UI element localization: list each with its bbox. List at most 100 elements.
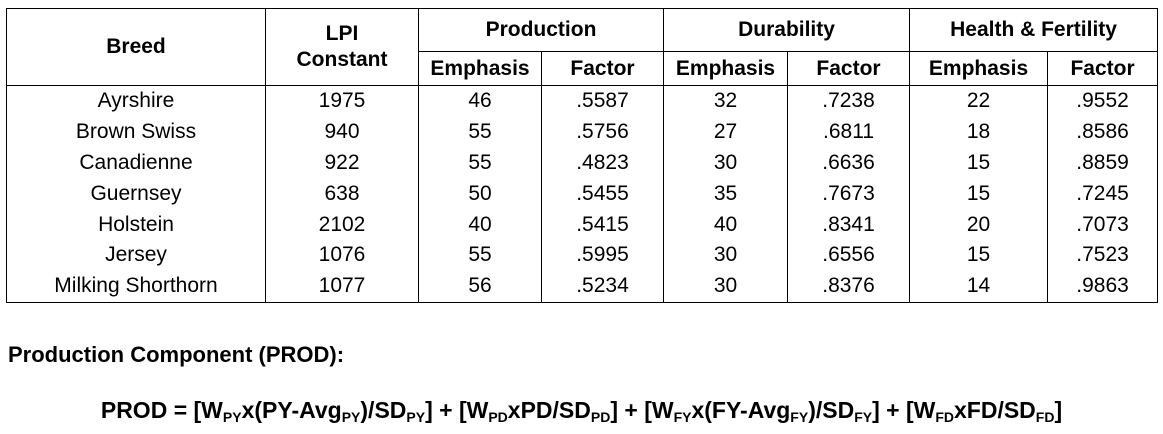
subheader: Factor (540, 51, 665, 86)
table-cell: .7673 (787, 178, 911, 210)
table-cell: .5415 (540, 209, 665, 240)
table-cell: 55 (418, 147, 542, 179)
table-cell: .6636 (787, 147, 911, 179)
table-row: Jersey 1076 55.5995 30.6556 15.7523 (6, 239, 1159, 271)
table-cell: .5455 (540, 178, 665, 210)
table-cell: .6556 (787, 239, 911, 271)
table-cell: 55 (418, 239, 542, 271)
formula-text: ] + [W (872, 397, 936, 423)
table-cell: .5587 (540, 85, 665, 117)
formula-subscript: PD (488, 409, 508, 425)
table-cell: 30 (663, 239, 789, 271)
group-header: Production (417, 8, 665, 52)
table-cell: 14 (909, 270, 1049, 303)
table-cell: Holstein (6, 209, 266, 240)
formula-text: xFD/SD (954, 397, 1036, 423)
formula-subscript: FY (790, 409, 809, 425)
group-header: Health & Fertility (909, 8, 1159, 52)
table-row: Holstein 2102 40.5415 40.8341 20.7073 (6, 209, 1159, 240)
section-heading: Production Component (PROD): (8, 342, 345, 367)
formula-text: x(FY-Avg (691, 397, 791, 423)
table-cell: 15 (909, 239, 1049, 271)
formula-text: )/SD (808, 397, 855, 423)
header-row: Breed LPI Constant Production Durability Hea… (6, 8, 1159, 86)
table-cell: .7245 (1047, 178, 1159, 210)
table-cell: Brown Swiss (6, 116, 266, 148)
table-cell: .7238 (787, 85, 911, 117)
table-row: Guernsey 638 50.5455 35.7673 15.7245 (6, 178, 1159, 210)
formula-text: ] + [W (610, 397, 674, 423)
table-cell: .9552 (1047, 85, 1159, 117)
formula-subscript: FY (673, 409, 692, 425)
table-cell: .5234 (540, 270, 665, 303)
table-cell: 638 (265, 178, 419, 210)
table-cell: Guernsey (6, 178, 266, 210)
table-cell: .9863 (1047, 270, 1159, 303)
formula-text: )/SD (360, 397, 407, 423)
table-cell: 30 (663, 147, 789, 179)
formula-text: PROD = [W (100, 397, 223, 423)
table-cell: 15 (909, 178, 1049, 210)
table-cell: 30 (663, 270, 789, 303)
table-row: Ayrshire 1975 46.5587 32.7238 22.9552 (6, 85, 1159, 117)
table-cell: .8859 (1047, 147, 1159, 179)
table-cell: 32 (663, 85, 789, 117)
table-cell: .6811 (787, 116, 911, 148)
formula-subscript: PY (222, 409, 242, 425)
table-header: Breed LPI Constant Production Durability Hea… (6, 8, 1159, 86)
table-cell: 22 (909, 85, 1049, 117)
table-row: Brown Swiss 940 55.5756 27.6811 18.8586 (6, 116, 1159, 148)
table-cell: 27 (663, 116, 789, 148)
table-cell: 35 (663, 178, 789, 210)
subheader: Factor (1047, 51, 1159, 86)
lpi-table: Breed LPI Constant Production Durability Hea… (6, 8, 1159, 303)
formula-text: ] + [W (425, 397, 489, 423)
table-row: Milking Shorthorn 1077 56.5234 30.8376 14.98… (6, 270, 1159, 303)
header-cell: LPI Constant (265, 8, 419, 86)
table-cell: .5756 (540, 116, 665, 148)
table-cell: 40 (418, 209, 542, 240)
formula-text: ] (1054, 397, 1063, 423)
table-cell: 1076 (265, 239, 419, 271)
table-cell: .5995 (540, 239, 665, 271)
subheader: Emphasis (663, 51, 789, 86)
table-cell: .8341 (787, 209, 911, 240)
formula-subscript: FD (935, 409, 954, 425)
table-cell: 46 (418, 85, 542, 117)
subheader: Emphasis (909, 51, 1049, 86)
formula-subscript: PY (341, 409, 361, 425)
group-header: Durability (663, 8, 911, 52)
formula-text: x(PY-Avg (241, 397, 342, 423)
formula-subscript: PD (590, 409, 611, 425)
table-cell: Canadienne (6, 147, 266, 179)
table-cell: 1975 (265, 85, 419, 117)
table-cell: 55 (418, 116, 542, 148)
table-cell: 50 (418, 178, 542, 210)
table-cell: Ayrshire (6, 85, 266, 117)
table-cell: .8376 (787, 270, 911, 303)
header-text: Breed (106, 35, 166, 58)
subheader: Factor (787, 51, 911, 86)
table-cell: .7523 (1047, 239, 1159, 271)
formula-subscript: PY (406, 409, 426, 425)
table-cell: 940 (265, 116, 419, 148)
table-body: Ayrshire 1975 46.5587 32.7238 22.9552 Brown S… (6, 85, 1159, 303)
subheader: Emphasis (418, 51, 542, 86)
table-cell: .8586 (1047, 116, 1159, 148)
table-cell: 20 (909, 209, 1049, 240)
header-text: LPI Constant (296, 22, 388, 71)
formula-subscript: FD (1035, 409, 1055, 425)
header-cell: Breed (6, 8, 266, 86)
table-cell: 18 (909, 116, 1049, 148)
table-cell: 2102 (265, 209, 419, 240)
table-cell: 922 (265, 147, 419, 179)
table-row: Canadienne 922 55.4823 30.6636 15.8859 (6, 147, 1159, 179)
formula-text: xPD/SD (507, 397, 591, 423)
table-cell: .4823 (540, 147, 665, 179)
formula: PROD = [WPYx(PY-AvgPY)/SDPY] + [WPDxPD/S… (0, 397, 1163, 425)
table-cell: 40 (663, 209, 789, 240)
subheader-row: Emphasis Factor Emphasis Factor Emphasis Fact… (7, 51, 1159, 86)
table-cell: 15 (909, 147, 1049, 179)
table-cell: Jersey (6, 239, 266, 271)
